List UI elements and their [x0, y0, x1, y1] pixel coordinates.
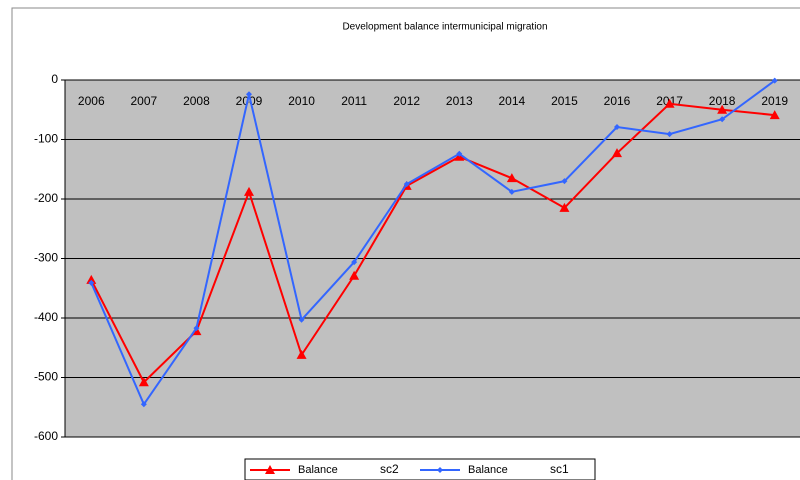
point [559, 202, 570, 212]
point [769, 110, 780, 120]
series-line [90, 79, 776, 407]
point [351, 259, 358, 266]
point [296, 349, 307, 359]
y-tick-label: -400 [34, 310, 58, 324]
point [456, 150, 463, 157]
y-tick-label: -200 [34, 191, 58, 205]
point [614, 124, 620, 131]
x-tick-label: 2011 [341, 94, 367, 108]
point [612, 148, 622, 158]
point [349, 270, 360, 280]
point [403, 181, 410, 188]
point [561, 178, 568, 185]
x-tick-label: 2012 [393, 94, 420, 108]
legend-label: Balance [298, 464, 338, 476]
legend-marker [265, 465, 275, 474]
point [506, 173, 517, 183]
x-tick-label: 2006 [78, 94, 105, 108]
point [138, 377, 149, 387]
legend-scenario: sc1 [550, 462, 569, 476]
y-tick-label: -600 [34, 429, 58, 443]
x-tick-label: 2016 [604, 94, 631, 108]
series-line [90, 102, 775, 384]
point [666, 131, 673, 138]
point [140, 401, 147, 408]
y-tick-label: -100 [34, 132, 58, 146]
x-tick-label: 2010 [288, 94, 315, 108]
x-tick-label: 2018 [709, 94, 736, 108]
x-tick-label: 2013 [446, 94, 473, 108]
legend-marker [437, 467, 443, 473]
point [88, 279, 95, 286]
y-tick-label: 0 [51, 72, 58, 86]
point [664, 98, 675, 108]
x-tick-label: 2007 [131, 94, 158, 108]
point [193, 325, 200, 332]
x-tick-label: 2008 [183, 94, 210, 108]
point [717, 104, 728, 114]
point [508, 188, 515, 195]
y-tick-label: -500 [34, 370, 58, 384]
x-tick-label: 2019 [761, 94, 788, 108]
chart-title: Development balance intermunicipal migra… [342, 22, 547, 33]
y-tick-label: -300 [34, 251, 58, 265]
point [771, 77, 778, 84]
x-tick-label: 2015 [551, 94, 578, 108]
point [719, 116, 726, 123]
x-tick-label: 2009 [236, 94, 263, 108]
point [86, 274, 97, 284]
legend-label: Balance [468, 464, 508, 476]
legend-scenario: sc2 [380, 462, 399, 476]
point [244, 186, 254, 196]
point [246, 91, 252, 98]
x-tick-label: 2014 [499, 94, 526, 108]
point [298, 316, 305, 323]
